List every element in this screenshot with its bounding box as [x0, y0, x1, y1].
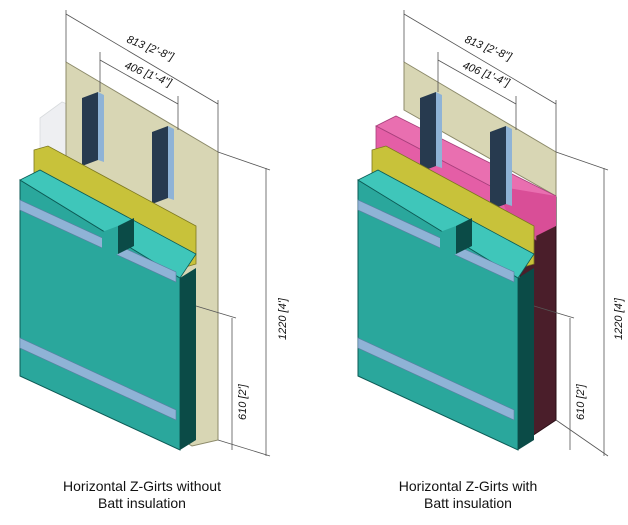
dim-width-total: 813 [2'-8"]	[125, 34, 176, 64]
z-girt-rail	[19, 337, 177, 421]
girt-end-block	[118, 218, 134, 254]
dim-height-half: 610 [2']	[237, 383, 249, 420]
dim-height-half: 610 [2']	[575, 383, 587, 420]
panel-side	[518, 268, 534, 450]
dim-girt-spacing: 406 [1'-4"]	[461, 60, 512, 90]
dimension-lines	[65, 10, 271, 457]
figure-with-batt: 813 [2'-8"] 406 [1'-4"] 1220 [4'] 610 [2…	[357, 10, 625, 457]
caption-line-1: Horizontal Z-Girts with	[398, 478, 538, 494]
dim-height-total: 1220 [4']	[613, 297, 625, 340]
steel-stud	[490, 126, 512, 210]
caption-with-batt: Horizontal Z-Girts with Batt insulation	[328, 478, 608, 512]
dim-girt-spacing: 406 [1'-4"]	[123, 60, 174, 90]
dimension-lines	[403, 10, 609, 457]
caption-line-2: Batt insulation	[424, 495, 512, 511]
dim-height-total: 1220 [4']	[277, 297, 289, 340]
caption-line-2: Batt insulation	[98, 495, 186, 511]
z-girt-rail	[357, 337, 515, 421]
caption-without-batt: Horizontal Z-Girts without Batt insulati…	[2, 478, 282, 512]
steel-stud	[152, 126, 174, 204]
panel-side	[180, 268, 196, 450]
girt-end-block	[456, 218, 472, 254]
caption-line-1: Horizontal Z-Girts without	[63, 478, 221, 494]
girt-end-block	[440, 226, 456, 260]
steel-stud	[420, 92, 442, 172]
dim-width-total: 813 [2'-8"]	[463, 34, 514, 64]
steel-stud	[82, 92, 104, 166]
girt-end-block	[102, 226, 118, 260]
figure-without-batt: 813 [2'-8"] 406 [1'-4"] 1220 [4'] 610 [2…	[19, 10, 289, 457]
